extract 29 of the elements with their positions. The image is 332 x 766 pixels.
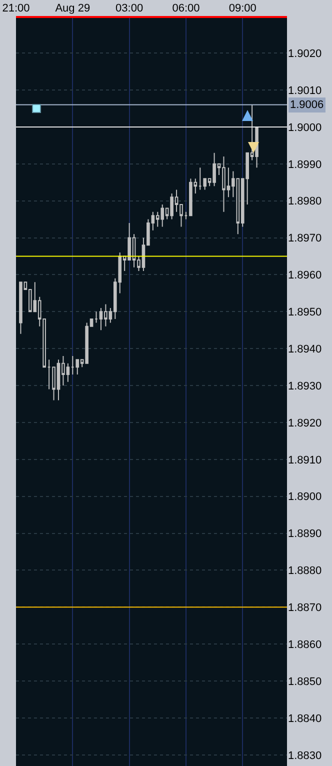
x-tick-label: 06:00 — [172, 2, 200, 15]
candlestick — [94, 311, 98, 324]
y-tick-label: 1.8880 — [288, 565, 322, 578]
y-tick-label: 1.8860 — [288, 638, 322, 651]
ref-line-label: 1.9006 — [290, 99, 324, 111]
y-tick-label: 1.8950 — [288, 306, 322, 319]
candlestick — [184, 211, 188, 220]
y-tick-label: 1.8960 — [288, 270, 322, 282]
y-tick-label: 1.8910 — [288, 454, 322, 466]
x-tick-label: 21:00 — [2, 2, 30, 15]
y-tick-label: 1.8930 — [288, 380, 322, 392]
x-tick-label: 03:00 — [116, 2, 144, 15]
x-tick-label: 09:00 — [228, 2, 256, 15]
y-tick-label: 1.8830 — [288, 750, 322, 762]
x-tick-label: Aug 29 — [55, 2, 90, 15]
candlestick — [47, 359, 51, 390]
y-tick-label: 1.8850 — [288, 676, 322, 688]
y-tick-label: 1.8940 — [288, 343, 322, 356]
y-tick-label: 1.8990 — [288, 158, 322, 171]
y-tick-label: 1.9020 — [288, 48, 322, 60]
y-tick-label: 1.8970 — [288, 232, 322, 245]
y-tick-label: 1.8980 — [288, 196, 322, 208]
y-tick-label: 1.8840 — [288, 712, 322, 725]
y-tick-label: 1.8870 — [288, 602, 322, 614]
y-tick-label: 1.8920 — [288, 417, 322, 430]
y-tick-label: 1.9000 — [288, 122, 322, 134]
y-tick-label: 1.9010 — [288, 84, 322, 97]
y-tick-label: 1.8900 — [288, 491, 322, 504]
y-tick-label: 1.8890 — [288, 528, 322, 540]
